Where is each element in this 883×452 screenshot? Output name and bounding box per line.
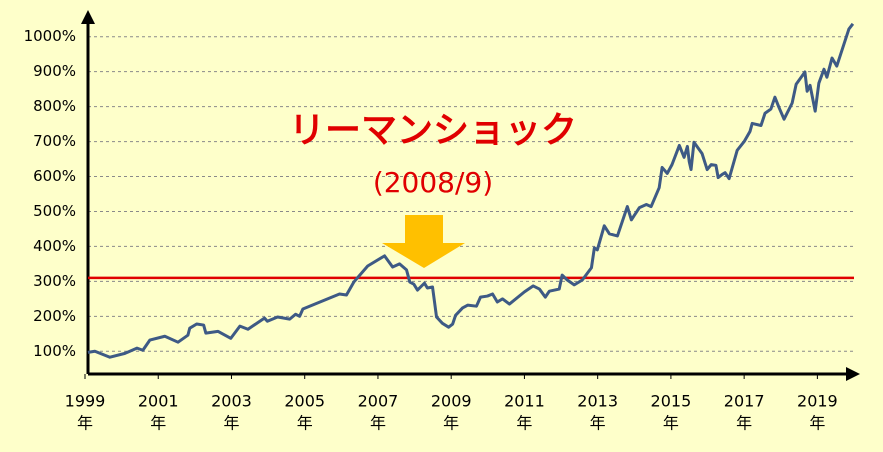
y-tick-label: 100% <box>33 342 76 360</box>
x-tick-label: 2015 <box>651 392 692 411</box>
x-tick-unit: 年 <box>516 414 532 433</box>
x-tick-label: 1999 <box>65 392 106 411</box>
y-tick-label: 1000% <box>24 27 76 45</box>
x-tick-label: 2007 <box>358 392 399 411</box>
x-tick-label: 2011 <box>504 392 545 411</box>
y-tick-label: 600% <box>33 167 76 185</box>
x-tick-unit: 年 <box>297 414 313 433</box>
arrow <box>382 215 465 268</box>
x-tick-unit: 年 <box>77 414 93 433</box>
x-tick-unit: 年 <box>663 414 679 433</box>
x-tick-unit: 年 <box>370 414 386 433</box>
x-tick-unit: 年 <box>443 414 459 433</box>
y-tick-label: 700% <box>33 132 76 150</box>
annotation-date: (2008/9) <box>373 166 493 199</box>
x-tick-label: 2013 <box>577 392 618 411</box>
y-tick-label: 500% <box>33 202 76 220</box>
x-axis-arrow <box>846 367 860 381</box>
x-tick-unit: 年 <box>736 414 752 433</box>
y-tick-label: 900% <box>33 62 76 80</box>
y-tick-label: 800% <box>33 97 76 115</box>
y-axis-arrow <box>81 10 95 24</box>
y-tick-label: 300% <box>33 272 76 290</box>
x-tick-label: 2005 <box>284 392 325 411</box>
x-tick-label: 2003 <box>211 392 252 411</box>
x-tick-unit: 年 <box>150 414 166 433</box>
x-tick-label: 2009 <box>431 392 472 411</box>
data-line <box>87 22 855 359</box>
y-tick-label: 200% <box>33 307 76 325</box>
x-tick-label: 2019 <box>797 392 838 411</box>
y-tick-label: 400% <box>33 237 76 255</box>
annotation-title: リーマンショック <box>289 110 577 151</box>
x-tick-label: 2001 <box>138 392 179 411</box>
x-tick-label: 2017 <box>724 392 765 411</box>
x-tick-unit: 年 <box>809 414 825 433</box>
x-tick-unit: 年 <box>223 414 239 433</box>
x-tick-unit: 年 <box>590 414 606 433</box>
